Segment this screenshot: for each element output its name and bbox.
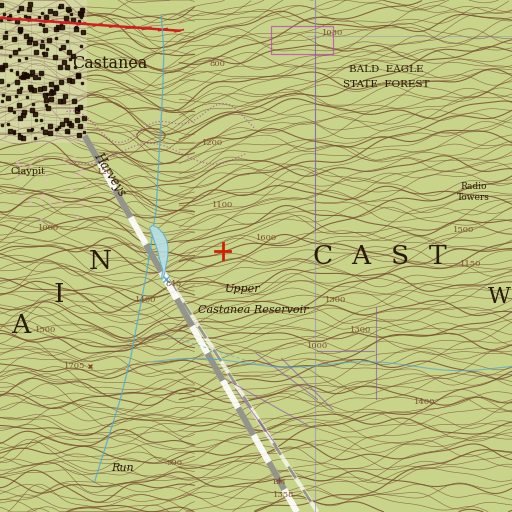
Text: Run: Run (112, 463, 134, 474)
Text: 1358: 1358 (273, 490, 295, 499)
Text: 845: 845 (166, 280, 182, 288)
Text: BALD  EAGLE: BALD EAGLE (349, 65, 424, 74)
Text: 1000: 1000 (307, 342, 328, 350)
Text: Claypit: Claypit (11, 167, 46, 176)
Text: BM: BM (272, 478, 286, 486)
Polygon shape (150, 225, 168, 279)
Text: S: S (390, 244, 409, 268)
Text: 1500: 1500 (453, 226, 474, 234)
Text: T: T (429, 244, 446, 268)
Text: N: N (89, 249, 111, 273)
Text: A: A (11, 313, 30, 337)
Text: STATE  FOREST: STATE FOREST (344, 80, 430, 89)
Text: 1150: 1150 (460, 260, 482, 268)
Text: Upper: Upper (225, 284, 261, 294)
Text: 1300: 1300 (325, 295, 346, 304)
Text: W: W (488, 286, 510, 308)
Text: Castanea: Castanea (72, 55, 148, 73)
Text: Harveys: Harveys (92, 150, 129, 198)
Text: 1400: 1400 (414, 398, 436, 406)
Text: 1030: 1030 (322, 29, 344, 37)
Text: 1200: 1200 (202, 139, 223, 147)
Text: 1000: 1000 (38, 224, 59, 232)
Text: 1300: 1300 (350, 326, 372, 334)
Text: 1100: 1100 (212, 201, 233, 209)
Text: C: C (312, 244, 333, 268)
Text: 1400: 1400 (135, 295, 157, 304)
Text: I: I (54, 282, 64, 307)
Text: 1600: 1600 (255, 234, 277, 242)
Text: 120: 120 (97, 167, 113, 176)
Text: 800: 800 (209, 60, 226, 68)
Text: 1500: 1500 (35, 326, 57, 334)
Text: Radio
Towers: Radio Towers (457, 182, 490, 202)
Text: Castanea Reservoir: Castanea Reservoir (198, 305, 309, 315)
Text: A: A (351, 244, 371, 268)
Text: 1705: 1705 (63, 362, 85, 370)
Bar (0, 0, 87, 143)
Text: 990: 990 (166, 459, 182, 467)
